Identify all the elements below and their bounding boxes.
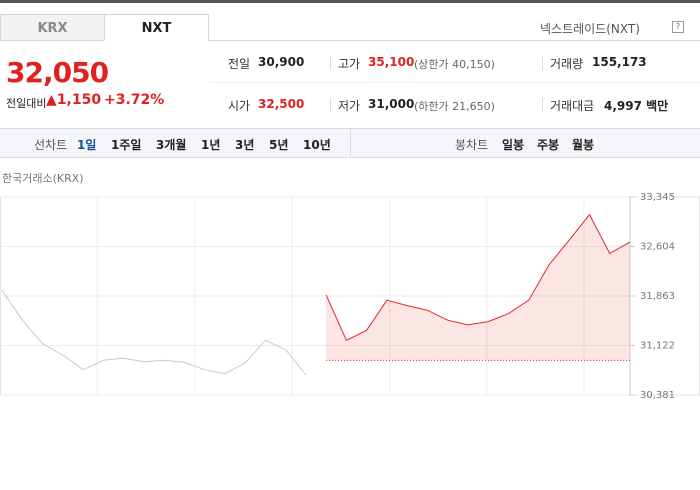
y-tick-label: 31,863 xyxy=(640,291,675,302)
y-tick-label: 31,122 xyxy=(640,341,675,352)
stat-value: 31,000 xyxy=(368,97,415,111)
period-button[interactable]: 1주일 xyxy=(111,138,142,152)
change: ▲1,150 xyxy=(46,92,102,108)
stat-label: 거래량 xyxy=(550,57,584,71)
stat-value: 35,100 xyxy=(368,55,415,69)
change-label: 전일대비 xyxy=(6,97,47,110)
help-icon[interactable]: ? xyxy=(672,21,684,33)
line-chart-label: 선차트 xyxy=(34,138,68,152)
y-tick-label: 32,604 xyxy=(640,242,675,253)
period-button[interactable]: 3개월 xyxy=(156,138,187,152)
stat-value: 30,900 xyxy=(258,55,305,69)
line xyxy=(1,289,307,376)
stat-label: 거래대금 xyxy=(550,99,595,113)
separator xyxy=(542,56,543,70)
period-button[interactable]: 10년 xyxy=(303,138,331,152)
candle-period-button[interactable]: 주봉 xyxy=(537,138,560,152)
separator xyxy=(542,98,543,112)
tab[interactable]: NXT xyxy=(104,14,209,41)
top-border xyxy=(0,0,700,3)
period-button[interactable]: 1일 xyxy=(77,138,97,152)
change-value: 1,150 xyxy=(56,92,102,108)
stat-label: 저가 xyxy=(338,99,361,113)
line xyxy=(325,213,631,341)
row-divider xyxy=(210,82,700,83)
stat-note: (하한가 21,650) xyxy=(414,100,495,113)
y-tick-label: 30,381 xyxy=(640,390,675,400)
stat-label: 고가 xyxy=(338,57,361,71)
y-tick-label: 33,345 xyxy=(640,192,675,203)
candle-chart-label: 봉차트 xyxy=(455,138,489,152)
stat-label: 시가 xyxy=(228,99,251,113)
change-rate: +3.72% xyxy=(104,92,165,108)
period-button[interactable]: 1년 xyxy=(201,138,221,152)
chart: 33,345 32,604 31,863 31,122 30,381 xyxy=(0,192,700,400)
market-label: 넥스트레이드(NXT) xyxy=(540,22,640,36)
separator xyxy=(330,98,331,112)
area xyxy=(326,214,630,361)
period-button[interactable]: 3년 xyxy=(235,138,255,152)
chart-title: 한국거래소(KRX) xyxy=(2,172,84,185)
price: 32,050 xyxy=(6,56,109,89)
divider xyxy=(350,129,351,157)
period-button[interactable]: 5년 xyxy=(269,138,289,152)
stat-note: (상한가 40,150) xyxy=(414,58,495,71)
stat-value: 155,173 xyxy=(592,55,647,69)
stat-value: 32,500 xyxy=(258,97,305,111)
stat-value: 4,997 백만 xyxy=(604,99,669,113)
separator xyxy=(330,56,331,70)
candle-period-button[interactable]: 월봉 xyxy=(572,138,595,152)
divider xyxy=(208,40,700,41)
stat-label: 전일 xyxy=(228,57,251,71)
candle-period-button[interactable]: 일봉 xyxy=(502,138,525,152)
tab[interactable]: KRX xyxy=(0,14,105,41)
